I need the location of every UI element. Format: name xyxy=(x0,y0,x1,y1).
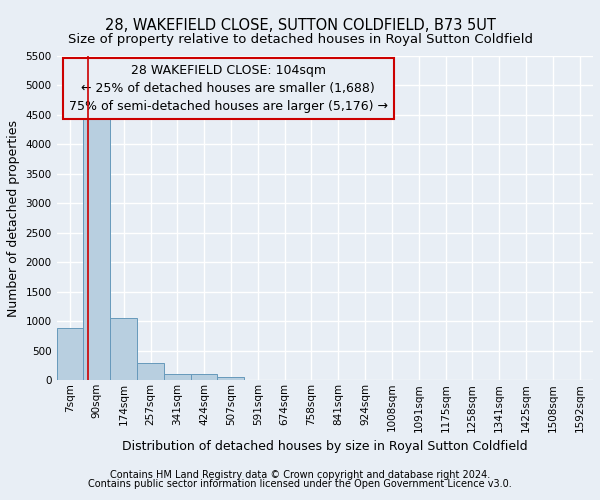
Bar xyxy=(56,328,83,380)
Text: 28 WAKEFIELD CLOSE: 104sqm
← 25% of detached houses are smaller (1,688)
75% of s: 28 WAKEFIELD CLOSE: 104sqm ← 25% of deta… xyxy=(69,64,388,113)
Text: 28, WAKEFIELD CLOSE, SUTTON COLDFIELD, B73 5UT: 28, WAKEFIELD CLOSE, SUTTON COLDFIELD, B… xyxy=(104,18,496,32)
Text: Size of property relative to detached houses in Royal Sutton Coldfield: Size of property relative to detached ho… xyxy=(67,32,533,46)
Text: Contains public sector information licensed under the Open Government Licence v3: Contains public sector information licen… xyxy=(88,479,512,489)
Bar xyxy=(164,374,191,380)
Bar xyxy=(110,318,137,380)
Bar xyxy=(137,363,164,380)
Bar xyxy=(217,377,244,380)
Bar xyxy=(191,374,217,380)
Text: Contains HM Land Registry data © Crown copyright and database right 2024.: Contains HM Land Registry data © Crown c… xyxy=(110,470,490,480)
X-axis label: Distribution of detached houses by size in Royal Sutton Coldfield: Distribution of detached houses by size … xyxy=(122,440,527,453)
Y-axis label: Number of detached properties: Number of detached properties xyxy=(7,120,20,316)
Bar xyxy=(83,110,110,380)
